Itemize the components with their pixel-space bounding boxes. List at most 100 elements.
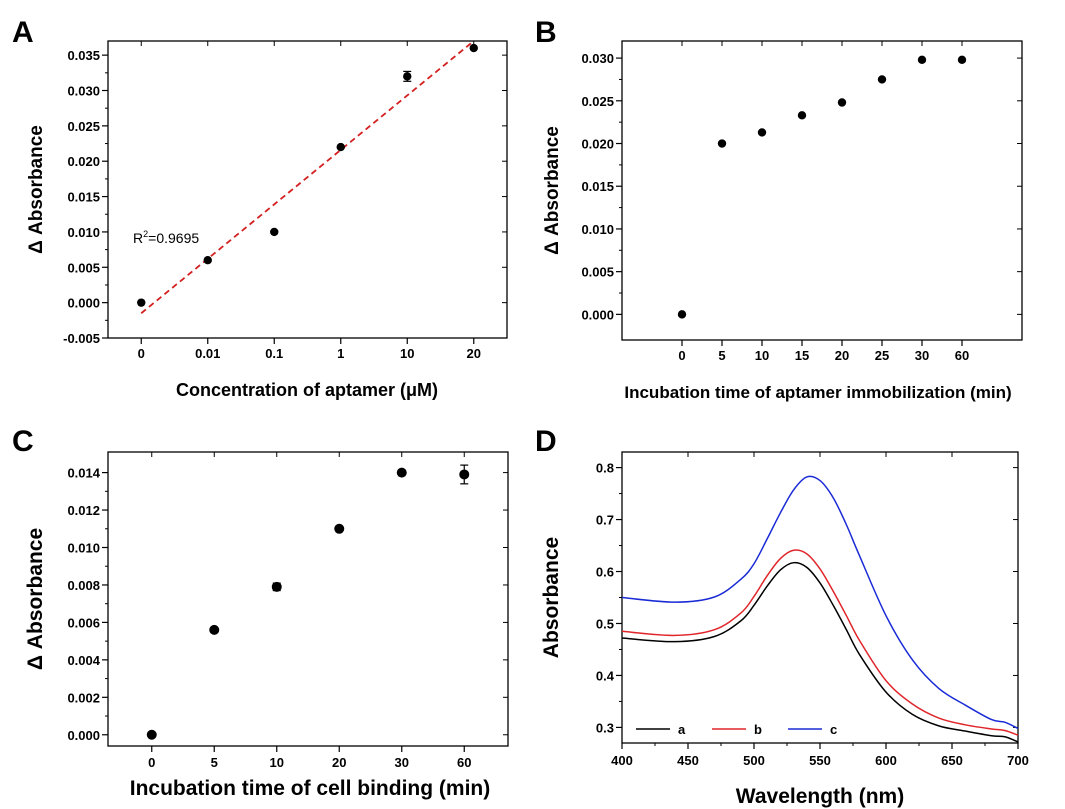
x-tick-label: 0 <box>138 346 145 361</box>
panel-label-c: C <box>12 425 34 458</box>
data-point <box>334 523 345 534</box>
x-tick-label: 10 <box>400 346 414 361</box>
data-point <box>717 139 727 148</box>
y-tick-label: 0.3 <box>596 720 614 735</box>
legend-label-b: b <box>754 722 762 737</box>
x-tick-label: 5 <box>211 755 218 770</box>
y-axis-label: Δ Absorbance <box>542 126 563 255</box>
x-tick-label: 15 <box>795 348 809 363</box>
y-tick-label: 0.025 <box>67 119 100 134</box>
series-line-a <box>621 561 1019 743</box>
plot-frame <box>621 451 1019 744</box>
y-tick-label: 0.6 <box>596 565 614 580</box>
y-tick-label: 0.4 <box>596 668 615 683</box>
x-tick-label: 1 <box>337 346 344 361</box>
x-tick-label: 20 <box>835 348 849 363</box>
x-axis-label: Incubation time of cell binding (min) <box>130 777 491 800</box>
y-tick-label: 0.015 <box>67 190 100 205</box>
y-axis-label: Δ Absorbance <box>24 528 47 670</box>
x-axis-label: Wavelength (nm) <box>736 785 904 808</box>
panel-b-chart: 0.000 0.005 0.010 0.015 0.020 0.025 0.030 Δ Abs… <box>542 40 1023 402</box>
data-point <box>396 467 407 478</box>
plot-frame <box>107 451 509 747</box>
panel-a-chart: -0.0050.0000.0050.0100.0150.0200.0250.03… <box>26 40 508 400</box>
y-tick-label: 0.000 <box>67 296 100 311</box>
y-tick-label: 0.002 <box>67 690 100 705</box>
data-point <box>757 128 767 137</box>
data-point <box>209 624 220 635</box>
r-squared-sup: 2 <box>143 229 148 239</box>
data-point <box>336 142 345 152</box>
r-squared-base: R <box>133 230 143 246</box>
x-tick-label: 0 <box>678 348 685 363</box>
series-line-c <box>621 475 1019 730</box>
x-tick-label: 30 <box>915 348 929 363</box>
y-tick-label: 0.7 <box>596 513 614 528</box>
data-point <box>957 55 967 64</box>
x-axis-label: Incubation time of aptamer immobilizatio… <box>624 383 1011 402</box>
x-tick-label: 650 <box>941 753 963 768</box>
x-tick-label: 400 <box>611 753 633 768</box>
y-tick-label: 0.004 <box>67 653 100 668</box>
y-tick-label: 0.030 <box>581 51 614 66</box>
data-point <box>270 227 279 237</box>
panel-label-b: B <box>535 16 557 49</box>
x-tick-label: 600 <box>875 753 897 768</box>
data-point <box>837 98 847 107</box>
series-line-b <box>621 549 1019 736</box>
panel-label-d: D <box>535 425 557 458</box>
r-squared-annotation: R2=0.9695 <box>133 229 199 246</box>
x-tick-label: 550 <box>809 753 831 768</box>
plot-frame <box>621 40 1023 341</box>
x-tick-label: 500 <box>743 753 765 768</box>
x-tick-label: 450 <box>677 753 699 768</box>
data-point <box>677 310 687 319</box>
data-point <box>271 581 282 592</box>
y-tick-label: 0.010 <box>581 222 614 237</box>
x-tick-label: 10 <box>755 348 769 363</box>
legend-label-a: a <box>678 722 686 737</box>
x-tick-label: 25 <box>875 348 889 363</box>
panel-d-chart: 0.3 0.4 0.5 0.6 0.7 0.8 Absorbance Wavelength (… <box>540 451 1029 808</box>
plot-frame <box>107 40 508 339</box>
y-tick-label: 0.020 <box>67 154 100 169</box>
y-tick-label: 0.012 <box>67 503 100 518</box>
x-tick-label: 5 <box>718 348 725 363</box>
data-point <box>877 75 887 84</box>
linear-fit-line <box>140 40 475 314</box>
y-tick-label: 0.005 <box>67 260 100 275</box>
y-tick-label: 0.010 <box>67 225 100 240</box>
data-point <box>403 72 412 81</box>
y-tick-label: 0.000 <box>581 307 614 322</box>
y-tick-label: 0.010 <box>67 541 100 556</box>
panel-c-chart: 0.000 0.002 0.004 0.006 0.008 0.010 0.012 0.014… <box>24 451 509 800</box>
y-tick-label: 0.015 <box>581 179 614 194</box>
y-tick-label: 0.020 <box>581 137 614 152</box>
x-tick-label: 0.1 <box>265 346 283 361</box>
y-tick-label: 0.008 <box>67 578 100 593</box>
y-tick-label: 0.006 <box>67 615 100 630</box>
legend-label-c: c <box>830 722 837 737</box>
y-tick-label: 0.8 <box>596 461 614 476</box>
x-tick-label: 20 <box>332 755 346 770</box>
data-point <box>146 729 157 740</box>
x-tick-label: 60 <box>955 348 969 363</box>
data-point <box>459 469 470 480</box>
x-tick-label: 10 <box>270 755 284 770</box>
x-tick-label: 60 <box>457 755 471 770</box>
data-point <box>203 256 212 265</box>
data-point <box>797 111 807 120</box>
data-point <box>137 298 146 307</box>
y-tick-label: 0.030 <box>67 84 100 99</box>
r-squared-value: =0.9695 <box>148 230 199 246</box>
y-tick-label: 0.5 <box>596 616 614 631</box>
data-point <box>469 43 478 53</box>
data-point <box>917 55 927 64</box>
y-tick-label: 0.014 <box>67 466 100 481</box>
x-tick-label: 700 <box>1007 753 1029 768</box>
x-tick-label: 20 <box>467 346 481 361</box>
x-tick-label: 0.01 <box>195 346 220 361</box>
x-axis-label: Concentration of aptamer (μM) <box>176 380 438 400</box>
y-tick-label: -0.005 <box>63 331 100 346</box>
